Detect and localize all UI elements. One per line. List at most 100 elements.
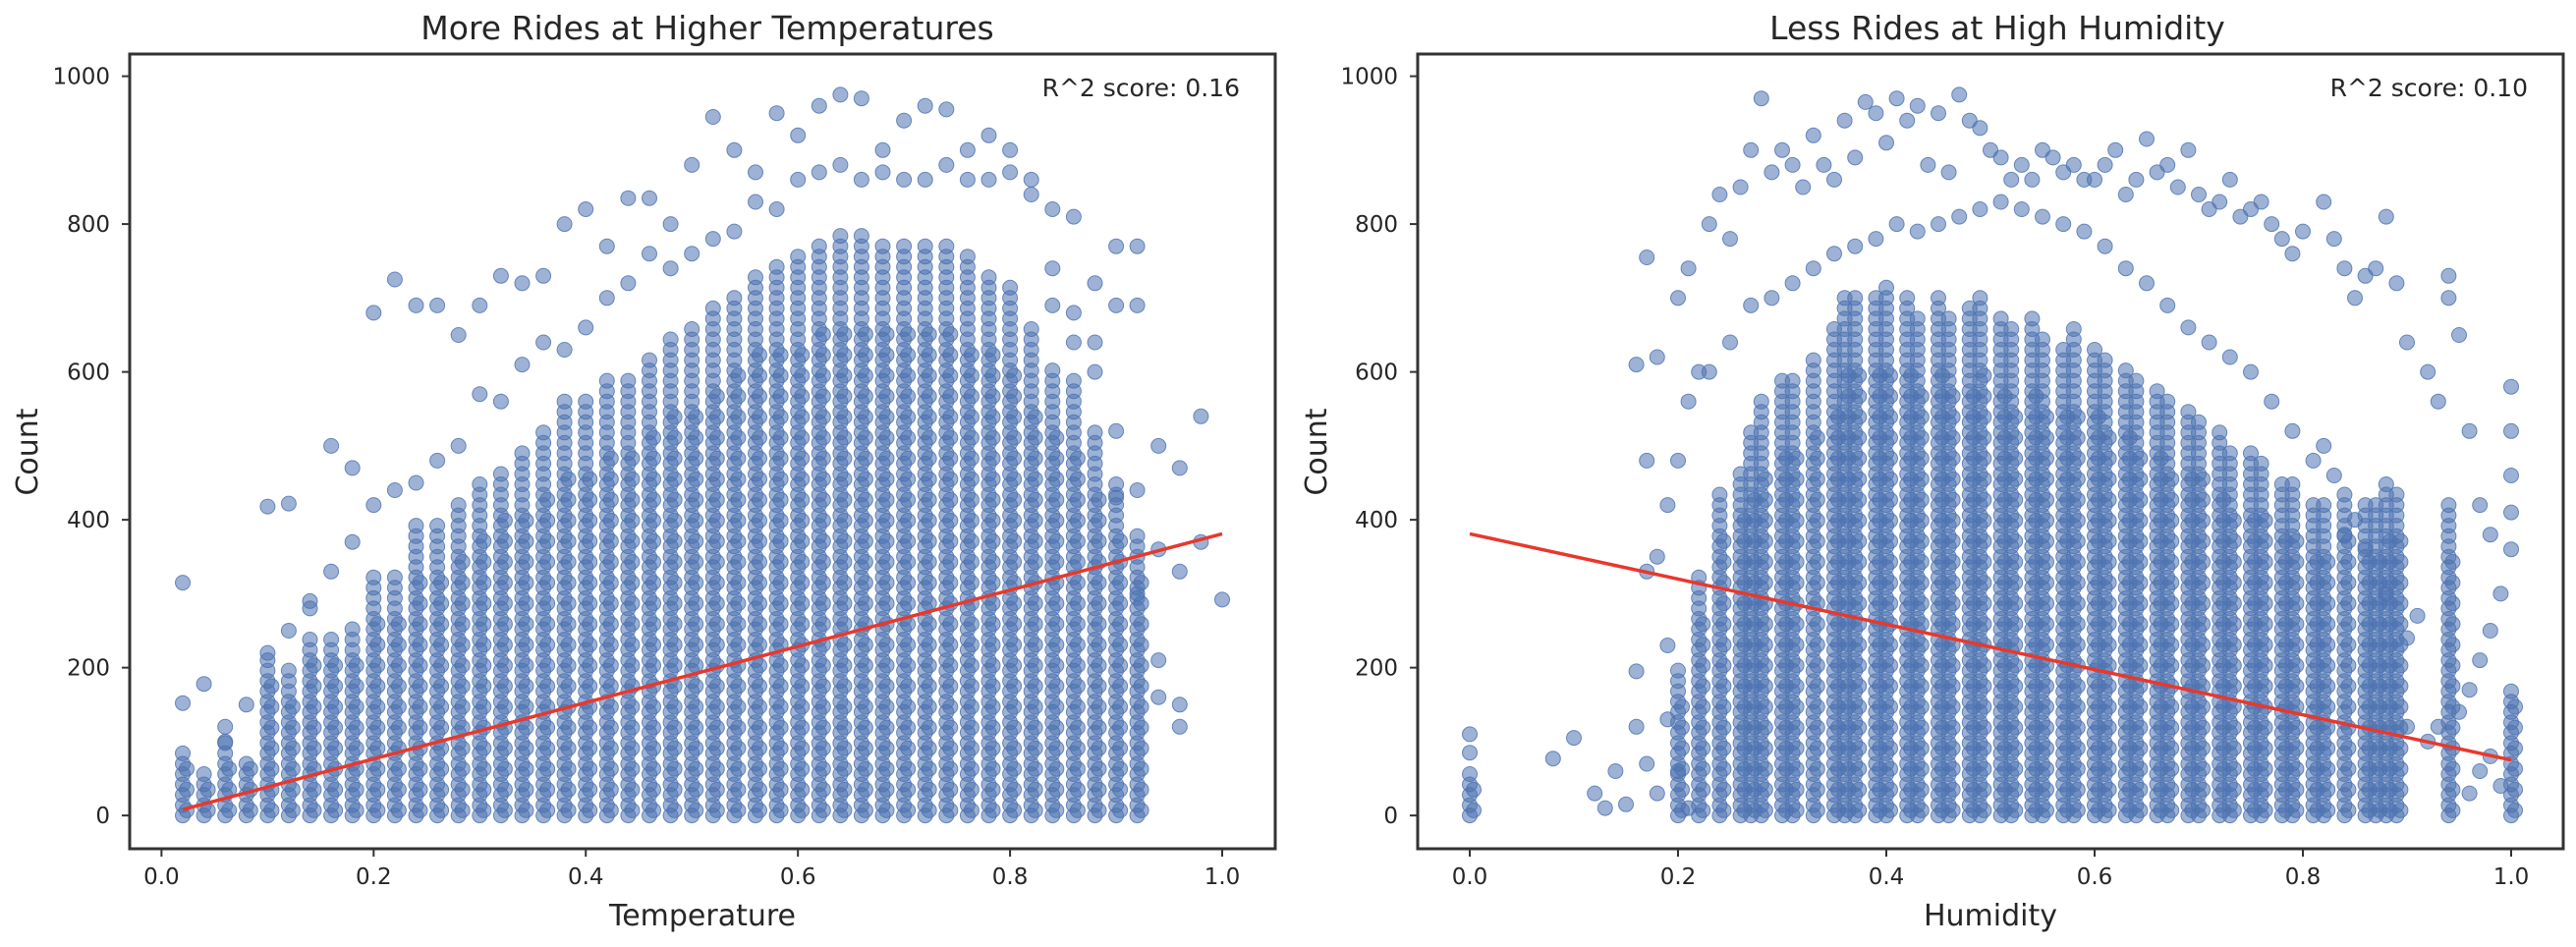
data-point <box>306 698 322 715</box>
data-point <box>708 637 725 653</box>
y-tick-label: 600 <box>67 361 110 386</box>
data-point <box>476 698 492 715</box>
data-point <box>814 678 831 695</box>
data-point <box>1715 616 1732 633</box>
data-point <box>708 554 725 570</box>
data-point <box>1048 429 1065 446</box>
data-point <box>1069 802 1086 818</box>
data-point <box>900 760 917 777</box>
data-point <box>1715 657 1732 674</box>
data-point <box>688 429 704 446</box>
data-point <box>1048 616 1065 633</box>
data-point <box>984 781 1001 798</box>
data-point <box>263 678 280 695</box>
data-point <box>1809 781 1825 798</box>
x-tick-label: 0.6 <box>780 864 816 890</box>
data-point <box>369 802 386 818</box>
data-point <box>666 491 683 508</box>
data-point <box>1913 554 1930 570</box>
data-point <box>942 347 959 363</box>
data-point <box>1695 678 1711 695</box>
data-point <box>752 429 767 446</box>
data-point <box>1851 409 1868 425</box>
data-point <box>1757 740 1773 756</box>
data-point <box>344 460 361 476</box>
data-point <box>624 637 641 653</box>
data-point <box>836 740 853 756</box>
data-point <box>963 471 980 487</box>
data-point <box>1006 388 1023 405</box>
data-point <box>1695 657 1711 674</box>
data-point <box>1069 512 1086 529</box>
data-point <box>2257 637 2273 653</box>
data-point <box>2069 409 2086 425</box>
data-point <box>1913 719 1930 736</box>
data-point <box>1715 698 1732 715</box>
data-point <box>984 678 1001 695</box>
data-point <box>921 491 937 508</box>
data-point <box>963 429 980 446</box>
data-point <box>1133 781 1149 798</box>
data-point <box>582 471 598 487</box>
data-point <box>1809 512 1825 529</box>
data-point <box>602 554 619 570</box>
data-point <box>1711 486 1728 503</box>
data-point <box>963 575 980 591</box>
data-point <box>560 595 577 612</box>
data-point <box>2195 532 2211 549</box>
data-point <box>772 491 789 508</box>
data-point <box>2163 554 2180 570</box>
data-point <box>412 595 428 612</box>
data-point <box>2191 414 2207 430</box>
data-point <box>921 450 937 467</box>
data-point <box>1851 595 1868 612</box>
data-point <box>878 532 895 549</box>
data-point <box>1674 740 1690 756</box>
data-point <box>1193 408 1209 424</box>
data-point <box>1002 141 1019 158</box>
data-point <box>2039 512 2054 529</box>
data-point <box>2132 532 2149 549</box>
data-point <box>1069 554 1086 570</box>
data-point <box>306 657 322 674</box>
data-point <box>408 518 424 534</box>
data-point <box>984 637 1001 653</box>
data-point <box>984 657 1001 674</box>
data-point <box>2132 512 2149 529</box>
data-point <box>1805 352 1821 368</box>
data-point <box>772 678 789 695</box>
x-axis-label: Temperature <box>608 899 796 933</box>
data-point <box>1091 719 1107 736</box>
data-point <box>472 476 488 492</box>
data-point <box>1108 476 1125 492</box>
data-point <box>1048 532 1065 549</box>
data-point <box>642 246 657 262</box>
data-point <box>1788 740 1805 756</box>
data-point <box>2163 781 2180 798</box>
data-point <box>582 575 598 591</box>
data-point <box>1462 766 1478 782</box>
data-point <box>598 372 615 389</box>
data-point <box>2257 575 2273 591</box>
data-point <box>327 719 344 736</box>
data-point <box>688 760 704 777</box>
data-point <box>1006 450 1023 467</box>
data-point <box>921 637 937 653</box>
data-point <box>984 616 1001 633</box>
data-point <box>2007 554 2024 570</box>
data-point <box>730 698 747 715</box>
data-point <box>560 616 577 633</box>
data-point <box>942 740 959 756</box>
data-point <box>2163 575 2180 591</box>
data-point <box>1944 698 1961 715</box>
data-point <box>1944 575 1961 591</box>
data-point <box>369 698 386 715</box>
data-point <box>1809 471 1825 487</box>
data-point <box>1129 585 1146 602</box>
data-point <box>752 698 767 715</box>
data-point <box>730 678 747 695</box>
data-point <box>984 575 1001 591</box>
data-point <box>2163 595 2180 612</box>
data-point <box>1944 678 1961 695</box>
data-point <box>853 228 869 245</box>
